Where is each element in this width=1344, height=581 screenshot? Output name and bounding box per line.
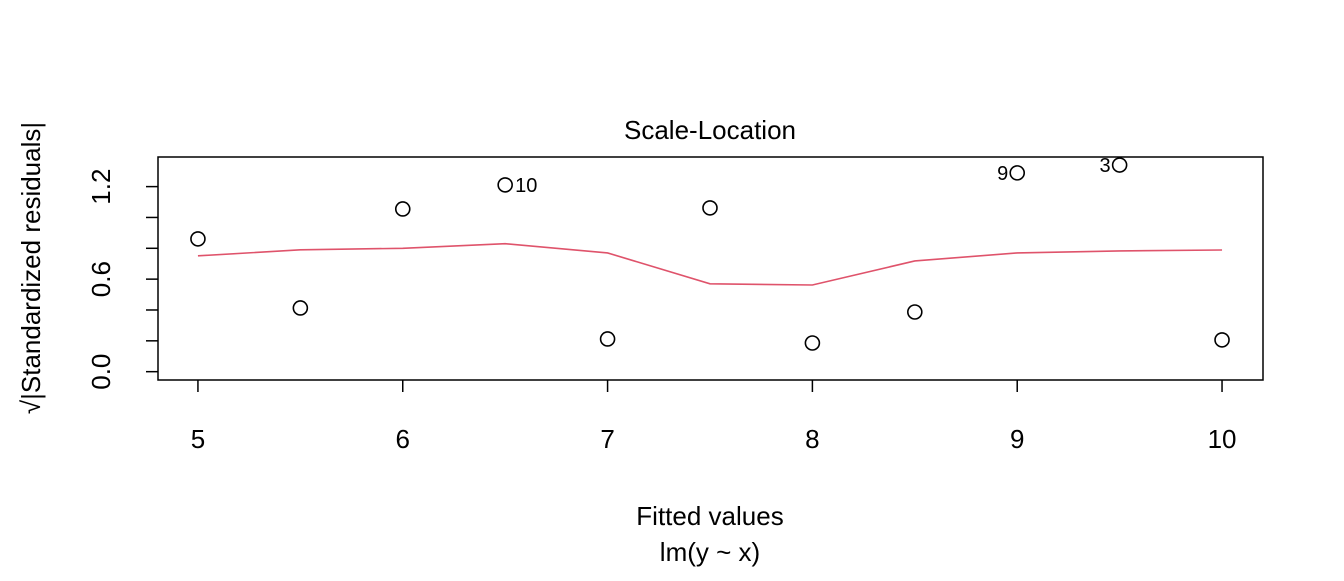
x-tick-label: 5 — [191, 424, 205, 454]
x-tick-label: 10 — [1208, 424, 1237, 454]
data-point — [190, 231, 206, 247]
chart-title: Scale-Location — [624, 115, 796, 145]
data-point — [907, 304, 923, 320]
points: 10 9 3 — [190, 155, 1230, 351]
smoother-line — [197, 242, 1223, 286]
point-label: 9 — [997, 163, 1008, 185]
chart-subtitle: lm(y ~ x) — [660, 537, 760, 567]
point-label: 10 — [515, 175, 537, 197]
y-axis-label: √|Standardized residuals| — [16, 122, 46, 414]
x-axis: 5 6 7 8 9 10 — [191, 380, 1237, 454]
data-point — [702, 200, 718, 216]
data-point — [1214, 332, 1230, 348]
x-tick-label: 6 — [396, 424, 410, 454]
x-tick-label: 7 — [600, 424, 614, 454]
data-point — [292, 300, 309, 316]
x-tick-label: 8 — [805, 424, 819, 454]
data-point — [599, 331, 616, 347]
y-tick-label: 0.0 — [86, 354, 116, 390]
plot-box — [157, 156, 1264, 381]
point-label: 3 — [1100, 155, 1111, 177]
data-point — [1009, 165, 1026, 181]
data-point — [1111, 157, 1128, 173]
data-point — [394, 201, 411, 217]
x-tick-label: 9 — [1010, 424, 1024, 454]
data-point — [804, 335, 821, 351]
x-axis-label: Fitted values — [636, 501, 783, 531]
y-axis: 0.0 0.6 1.2 — [86, 169, 158, 390]
y-tick-label: 0.6 — [86, 261, 116, 297]
y-tick-label: 1.2 — [86, 169, 116, 205]
data-point — [497, 177, 513, 193]
